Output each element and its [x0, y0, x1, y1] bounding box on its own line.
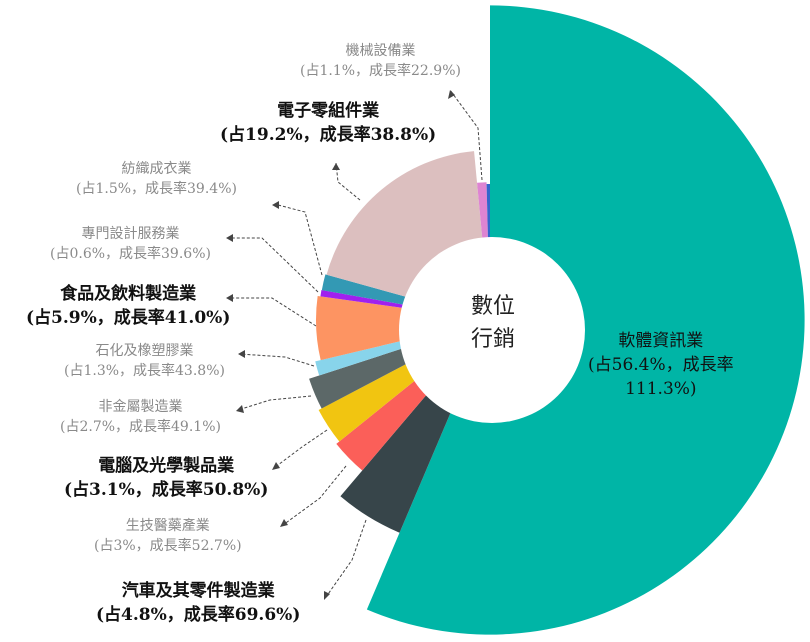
leader-textile — [277, 204, 323, 276]
leader-lines — [230, 89, 483, 598]
label-value: (占4.8%，成長率69.6%) — [96, 604, 301, 625]
leader-food — [230, 297, 317, 327]
label-name: 生技醫藥產業 — [125, 518, 210, 534]
label-value: (占1.3%，成長率43.8%) — [64, 362, 225, 379]
label-food: 食品及飲料製造業 (占5.9%，成長率41.0%) — [26, 283, 230, 331]
center-hole — [399, 237, 585, 423]
label-name: 軟體資訊業 — [618, 331, 704, 351]
leader-machinery — [449, 89, 483, 181]
center-label-line2: 行銷 — [470, 327, 515, 352]
label-name: 電子零組件業 — [277, 101, 380, 121]
label-value: (占3%，成長率52.7%) — [94, 537, 242, 554]
leader-biotech — [282, 465, 347, 526]
leader-electronics — [335, 162, 361, 201]
label-name: 紡織成衣業 — [121, 161, 192, 177]
label-name: 汽車及其零件製造業 — [121, 581, 275, 601]
leader-computer — [273, 429, 328, 469]
label-name: 電腦及光學製品業 — [98, 456, 235, 476]
label-biotech: 生技醫藥產業 (占3%，成長率52.7%) — [94, 517, 242, 556]
label-value: (占1.5%，成長率39.4%) — [76, 180, 237, 197]
label-value: (占2.7%，成長率49.1%) — [60, 418, 221, 435]
label-name: 專門設計服務業 — [81, 226, 180, 242]
leader-design — [230, 237, 319, 293]
arrowheads — [226, 90, 455, 600]
label-nonmetal: 非金屬製造業 (占2.7%，成長率49.1%) — [60, 398, 221, 437]
label-design: 專門設計服務業 (占0.6%，成長率39.6%) — [50, 225, 211, 264]
label-name: 非金屬製造業 — [98, 399, 183, 415]
label-name: 食品及飲料製造業 — [60, 284, 197, 304]
label-cars: 汽車及其零件製造業 (占4.8%，成長率69.6%) — [96, 580, 300, 628]
leader-nonmetal — [237, 395, 312, 411]
leader-petrochem — [239, 353, 315, 367]
label-name: 石化及橡塑膠業 — [95, 343, 194, 359]
label-value: (占56.4%，成長率 — [588, 354, 734, 375]
label-value: (占5.9%，成長率41.0%) — [26, 307, 231, 328]
label-value: (占19.2%，成長率38.8%) — [220, 124, 437, 145]
label-electronics: 電子零組件業 (占19.2%，成長率38.8%) — [220, 100, 436, 148]
label-textile: 紡織成衣業 (占1.5%，成長率39.4%) — [76, 160, 237, 199]
slice-0 — [366, 5, 805, 635]
label-machinery: 機械設備業 (占1.1%，成長率22.9%) — [300, 42, 461, 81]
label-value: (占0.6%，成長率39.6%) — [50, 245, 211, 262]
label-value: (占1.1%，成長率22.9%) — [300, 62, 461, 79]
label-software: 軟體資訊業 (占56.4%，成長率 111.3%) — [588, 330, 734, 401]
label-petrochem: 石化及橡塑膠業 (占1.3%，成長率43.8%) — [64, 342, 225, 381]
label-computer: 電腦及光學製品業 (占3.1%，成長率50.8%) — [64, 455, 268, 503]
label-value-2: 111.3%) — [625, 378, 697, 399]
center-label-line1: 數位 — [470, 294, 515, 319]
leader-cars — [325, 519, 367, 598]
center-label: 數位 行銷 — [445, 290, 541, 356]
label-value: (占3.1%，成長率50.8%) — [64, 479, 269, 500]
label-name: 機械設備業 — [345, 43, 416, 59]
